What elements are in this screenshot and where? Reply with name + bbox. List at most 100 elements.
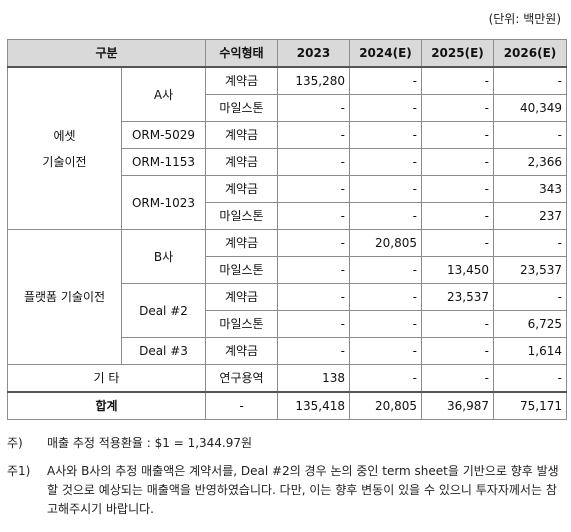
- value-cell: -: [421, 202, 494, 230]
- revenue-type: 계약금: [205, 337, 278, 365]
- revenue-type: 계약금: [205, 229, 278, 257]
- value-cell: -: [349, 148, 422, 176]
- total-value-cell: 135,418: [277, 391, 350, 420]
- header-revenue-type: 수익형태: [205, 39, 278, 68]
- table-row: 마일스톤 - - - 6,725: [8, 310, 567, 338]
- value-cell: -: [277, 94, 350, 122]
- value-cell: -: [421, 94, 494, 122]
- footnote-label: 주1): [7, 464, 31, 478]
- value-cell: -: [277, 283, 350, 311]
- total-value-cell: 36,987: [421, 391, 494, 420]
- revenue-type: 마일스톤: [205, 94, 278, 122]
- value-cell: -: [277, 148, 350, 176]
- table-row: 마일스톤 - - - 237: [8, 202, 567, 230]
- value-cell: 2,366: [493, 148, 567, 176]
- other-label: 기 타: [7, 364, 206, 393]
- value-cell: -: [493, 66, 567, 95]
- value-cell: -: [349, 364, 422, 393]
- value-cell: -: [349, 94, 422, 122]
- value-cell: 23,537: [421, 283, 494, 311]
- value-cell: -: [421, 337, 494, 365]
- value-cell: -: [493, 283, 567, 311]
- value-cell: -: [421, 175, 494, 203]
- footnote-text: 매출 추정 적용환율 : $1 = 1,344.97원: [47, 436, 253, 450]
- value-cell: 40,349: [493, 94, 567, 122]
- total-type: -: [205, 391, 278, 420]
- revenue-type: 마일스톤: [205, 310, 278, 338]
- revenue-forecast-table: 구분 수익형태 2023 2024(E) 2025(E) 2026(E) 에셋 …: [7, 39, 567, 420]
- value-cell: -: [349, 66, 422, 95]
- sub-b-company: B사: [121, 229, 206, 284]
- revenue-type: 계약금: [205, 175, 278, 203]
- value-cell: 135,280: [277, 66, 350, 95]
- group-platform-tech-transfer: 플랫폼 기술이전: [7, 229, 122, 365]
- sub-a-company: A사: [121, 66, 206, 122]
- footnote-text: A사와 B사의 추정 매출액은 계약서를, Deal #2의 경우 논의 중인 …: [47, 464, 559, 516]
- other-row: 기 타 연구용역 138 - - -: [7, 364, 567, 393]
- value-cell: -: [349, 310, 422, 338]
- table-row: Deal #3 계약금 - - - 1,614: [8, 337, 567, 365]
- value-cell: 20,805: [349, 229, 422, 257]
- value-cell: -: [421, 229, 494, 257]
- value-cell: -: [277, 337, 350, 365]
- revenue-type: 연구용역: [205, 364, 278, 393]
- value-cell: -: [421, 121, 494, 149]
- table-row: ORM-1023 계약금 - - - 343: [8, 175, 567, 230]
- value-cell: 1,614: [493, 337, 567, 365]
- value-cell: -: [493, 364, 567, 393]
- total-label: 합계: [7, 391, 206, 420]
- value-cell: -: [349, 202, 422, 230]
- value-cell: -: [277, 229, 350, 257]
- sub-orm-1023: ORM-1023: [121, 175, 206, 230]
- total-value-cell: 20,805: [349, 391, 422, 420]
- value-cell: -: [277, 121, 350, 149]
- table-row: 에셋 기술이전 A사 계약금 135,280 - - -: [7, 66, 567, 230]
- revenue-type: 계약금: [205, 121, 278, 149]
- value-cell: 6,725: [493, 310, 567, 338]
- table-row: 플랫폼 기술이전 B사 계약금 - 20,805 - -: [7, 229, 567, 365]
- value-cell: 13,450: [421, 256, 494, 284]
- value-cell: -: [493, 229, 567, 257]
- total-value-cell: 75,171: [493, 391, 567, 420]
- header-2024e: 2024(E): [349, 39, 422, 68]
- value-cell: 23,537: [493, 256, 567, 284]
- header-2023: 2023: [277, 39, 350, 68]
- value-cell: -: [277, 202, 350, 230]
- group-asset-tech-transfer: 에셋 기술이전: [7, 66, 122, 230]
- value-cell: -: [349, 121, 422, 149]
- value-cell: -: [349, 283, 422, 311]
- revenue-type: 계약금: [205, 283, 278, 311]
- total-row: 합계 - 135,418 20,805 36,987 75,171: [7, 391, 567, 420]
- value-cell: -: [421, 364, 494, 393]
- value-cell: -: [421, 148, 494, 176]
- sub-orm-1153: ORM-1153: [121, 148, 206, 176]
- sub-deal-2: Deal #2: [121, 283, 206, 338]
- table-row: 마일스톤 - - - 40,349: [8, 94, 567, 122]
- value-cell: -: [277, 256, 350, 284]
- revenue-type: 계약금: [205, 66, 278, 95]
- header-2026e: 2026(E): [493, 39, 567, 68]
- value-cell: -: [349, 175, 422, 203]
- table-row: Deal #2 계약금 - - 23,537 -: [8, 283, 567, 338]
- revenue-type: 마일스톤: [205, 256, 278, 284]
- value-cell: 138: [277, 364, 350, 393]
- value-cell: -: [493, 121, 567, 149]
- value-cell: 343: [493, 175, 567, 203]
- value-cell: -: [349, 256, 422, 284]
- header-row: 구분 수익형태 2023 2024(E) 2025(E) 2026(E): [7, 39, 567, 68]
- value-cell: -: [421, 310, 494, 338]
- revenue-type: 계약금: [205, 148, 278, 176]
- footnote-exchange-rate: 주) 매출 추정 적용환율 : $1 = 1,344.97원: [7, 434, 252, 451]
- header-category: 구분: [7, 39, 206, 68]
- footnote-label: 주): [7, 436, 23, 450]
- unit-label: (단위: 백만원): [488, 12, 561, 26]
- table-row: 마일스톤 - - 13,450 23,537: [8, 256, 567, 284]
- sub-deal-3: Deal #3: [121, 337, 206, 365]
- header-2025e: 2025(E): [421, 39, 494, 68]
- value-cell: -: [277, 310, 350, 338]
- value-cell: -: [349, 337, 422, 365]
- value-cell: -: [277, 175, 350, 203]
- value-cell: 237: [493, 202, 567, 230]
- value-cell: -: [421, 66, 494, 95]
- revenue-type: 마일스톤: [205, 202, 278, 230]
